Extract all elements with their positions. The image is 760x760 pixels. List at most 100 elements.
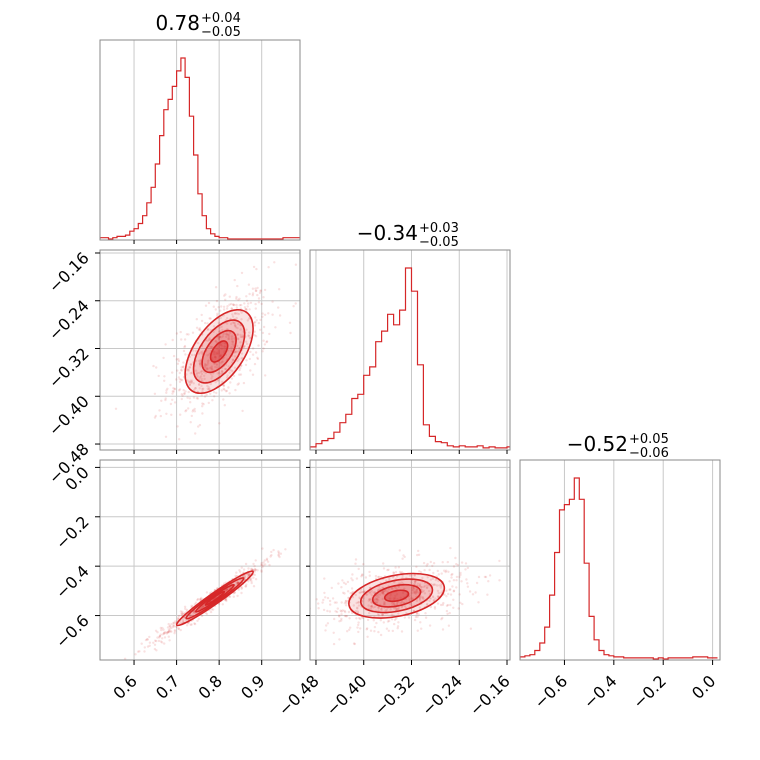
sample-point (394, 586, 397, 589)
sample-point (159, 626, 162, 630)
sample-point (200, 319, 204, 323)
sample-point (231, 321, 234, 324)
sample-point (235, 297, 238, 300)
sample-point (206, 328, 209, 331)
sample-point (253, 564, 256, 568)
sample-point (440, 618, 443, 621)
sample-point (253, 573, 256, 577)
sample-point (140, 642, 143, 645)
sample-point (369, 598, 372, 602)
sample-point (240, 586, 244, 589)
sample-point (437, 579, 440, 583)
sample-point (383, 602, 386, 605)
sample-point (231, 340, 235, 344)
sample-point (378, 575, 381, 579)
sample-point (210, 365, 213, 368)
sample-point (247, 567, 250, 570)
y-tick-label: −0.16 (45, 248, 93, 296)
sample-point (445, 595, 448, 598)
sample-point (256, 569, 259, 572)
sample-point (239, 335, 242, 339)
sample-point (121, 671, 123, 673)
sample-point (233, 278, 236, 282)
sample-point (398, 549, 401, 552)
sample-point (184, 353, 187, 356)
sample-point (460, 580, 463, 583)
sample-point (255, 289, 258, 292)
sample-point (373, 630, 376, 633)
sample-point (213, 353, 217, 356)
sample-point (292, 305, 295, 308)
sample-point (338, 615, 341, 618)
sample-point (172, 387, 175, 390)
sample-point (200, 606, 203, 609)
sample-point (346, 590, 350, 593)
sample-point (261, 350, 264, 353)
sample-point (177, 627, 180, 631)
sample-point (447, 570, 450, 573)
sample-point (199, 375, 203, 378)
sample-point (383, 600, 386, 604)
sample-point (356, 606, 359, 609)
sample-point (338, 638, 341, 641)
sample-point (167, 628, 171, 631)
sample-point (335, 601, 338, 604)
sample-point (249, 301, 253, 304)
sample-point (381, 597, 384, 601)
sample-point (394, 608, 397, 611)
sample-point (253, 334, 256, 337)
sample-point (394, 566, 397, 569)
sample-point (211, 375, 214, 378)
sample-point (222, 308, 226, 311)
sample-point (234, 312, 237, 315)
sample-point (163, 642, 166, 645)
sample-point (187, 622, 190, 625)
sample-point (220, 347, 223, 350)
sample-point (426, 584, 429, 587)
sample-point (411, 586, 414, 589)
sample-point (437, 573, 440, 576)
sample-point (218, 335, 221, 338)
sample-point (257, 321, 260, 325)
sample-point (256, 286, 259, 290)
sample-point (381, 586, 384, 589)
sample-point (239, 328, 242, 331)
sample-point (240, 303, 243, 307)
sample-point (477, 575, 481, 579)
sample-point (340, 617, 343, 621)
sample-point (379, 633, 383, 637)
sample-point (252, 562, 255, 566)
sample-point (241, 334, 244, 337)
sample-point (242, 381, 246, 385)
sample-point (458, 575, 461, 579)
sample-point (238, 373, 241, 376)
sample-point (216, 352, 219, 356)
sample-point (418, 599, 421, 602)
sample-point (395, 593, 399, 596)
sample-point (188, 365, 191, 369)
sample-point (167, 630, 170, 634)
sample-point (159, 633, 162, 636)
sample-point (415, 590, 418, 593)
sample-point (332, 631, 335, 634)
sample-point (231, 340, 234, 343)
sample-point (398, 570, 402, 574)
sample-point (180, 368, 183, 371)
histogram-0 (100, 57, 300, 240)
sample-point (185, 608, 189, 612)
sample-point (230, 302, 233, 306)
sample-point (223, 388, 226, 391)
sample-point (167, 622, 170, 626)
sample-point (366, 618, 370, 622)
sample-point (177, 358, 180, 361)
sample-point (418, 597, 421, 600)
sample-point (204, 362, 207, 366)
sample-point (359, 617, 362, 621)
sample-point (199, 598, 203, 601)
sample-point (163, 631, 166, 634)
sample-point (355, 601, 358, 605)
sample-point (324, 596, 327, 599)
panel-1-1 (310, 250, 510, 450)
sample-point (412, 591, 416, 594)
sample-point (251, 568, 255, 571)
